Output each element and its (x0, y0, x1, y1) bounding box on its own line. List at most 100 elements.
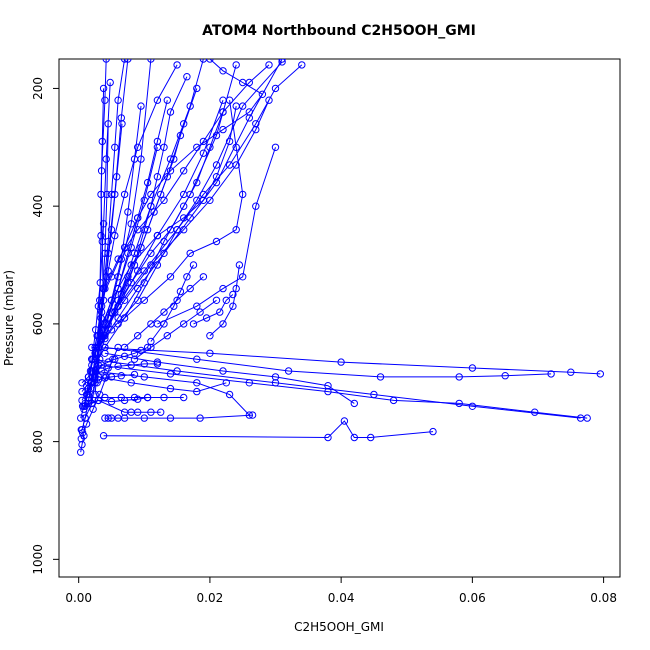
data-point (160, 393, 168, 402)
data-point (99, 432, 108, 440)
data-point (180, 214, 188, 222)
data-point (180, 320, 188, 328)
data-point (140, 373, 149, 381)
data-point (350, 399, 358, 408)
data-point (120, 59, 129, 63)
data-point (140, 296, 149, 304)
data-point (206, 143, 214, 152)
data-point (134, 395, 142, 403)
data-point (225, 96, 234, 104)
data-point (160, 143, 168, 152)
data-point (160, 196, 168, 205)
data-point (176, 131, 185, 140)
data-point (229, 302, 237, 310)
x-tick-label: 0.00 (65, 591, 92, 605)
series-line-32 (104, 346, 552, 378)
data-point (102, 59, 110, 63)
data-point (225, 390, 234, 399)
series-line-46 (80, 359, 101, 419)
data-point (120, 414, 129, 422)
data-point (166, 273, 175, 281)
data-point (186, 284, 194, 293)
series-line-13 (157, 147, 276, 325)
data-point (114, 362, 122, 370)
data-point (114, 343, 122, 352)
data-point (298, 61, 306, 69)
data-point (107, 373, 116, 381)
data-point (147, 408, 155, 416)
data-point (337, 358, 345, 366)
data-point (166, 384, 175, 393)
y-axis-label: Pressure (mbar) (2, 270, 16, 366)
data-point (239, 273, 247, 281)
data-point (137, 346, 145, 355)
data-point (252, 120, 260, 128)
data-point (180, 190, 188, 199)
data-point (120, 352, 129, 360)
data-point (193, 84, 201, 93)
data-point (216, 308, 224, 316)
data-point (212, 173, 221, 181)
y-tick-label: 200 (31, 77, 45, 100)
data-point (232, 226, 240, 234)
data-point (193, 355, 201, 363)
data-point (98, 237, 107, 246)
data-point (248, 411, 257, 419)
data-point (77, 414, 85, 422)
data-point (147, 261, 155, 269)
data-point (186, 102, 194, 110)
data-point (106, 78, 114, 87)
series-line-21 (92, 147, 158, 360)
data-point (97, 314, 105, 322)
data-point (239, 190, 247, 199)
data-point (117, 255, 126, 263)
data-point (96, 355, 104, 363)
data-point (225, 137, 234, 146)
data-point (229, 290, 237, 299)
data-point (232, 61, 240, 69)
data-point (278, 59, 286, 63)
data-point (84, 373, 93, 381)
series-line-22 (91, 106, 142, 366)
data-point (111, 355, 119, 363)
data-point (222, 379, 231, 387)
y-axis: 200 400 600 800 1000 (31, 77, 59, 575)
data-point (113, 173, 121, 181)
data-point (101, 249, 109, 258)
series-line-27 (96, 88, 105, 383)
data-point (324, 387, 332, 396)
data-point (232, 143, 240, 152)
data-point (166, 108, 175, 116)
data-point (120, 396, 129, 405)
data-point (245, 379, 254, 387)
data-point (140, 360, 149, 368)
data-point (193, 387, 201, 396)
data-point (134, 249, 142, 258)
data-point (166, 370, 175, 378)
data-point (96, 390, 104, 399)
data-point (376, 373, 385, 381)
data-point (219, 320, 227, 328)
series-line-43 (82, 397, 148, 407)
data-point (104, 358, 112, 366)
data-point (271, 143, 280, 152)
chart-title: ATOM4 Northbound C2H5OOH_GMI (202, 23, 476, 39)
data-point (99, 84, 108, 93)
data-point (531, 408, 539, 416)
series-line-20 (84, 82, 111, 404)
data-point (127, 361, 135, 369)
data-point (97, 190, 105, 199)
data-point (153, 96, 162, 104)
data-point (163, 332, 172, 340)
series-line-44 (80, 347, 119, 439)
data-point (199, 59, 208, 63)
data-point (222, 296, 231, 304)
data-point (429, 427, 437, 436)
data-point (245, 78, 254, 87)
data-point (389, 396, 398, 405)
data-point (147, 202, 155, 210)
data-point (166, 414, 175, 422)
data-point (140, 414, 149, 422)
data-point (98, 137, 107, 146)
